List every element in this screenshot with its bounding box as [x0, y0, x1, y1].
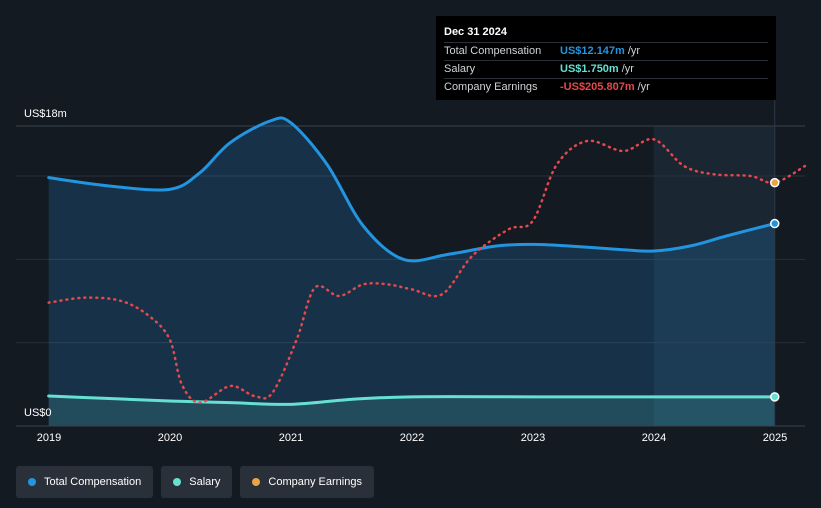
legend-item-salary[interactable]: Salary: [161, 466, 233, 498]
tooltip-label: Salary: [444, 63, 476, 75]
legend-dot-icon: [28, 478, 36, 486]
tooltip-unit: /yr: [627, 45, 641, 57]
legend-dot-icon: [252, 478, 261, 486]
x-tick-label: 2024: [641, 432, 667, 444]
legend-dot-icon: [173, 478, 182, 486]
tooltip-row-salary: Salary US$1.750m /yr: [444, 61, 768, 79]
tooltip-row-total-compensation: Total Compensation US$12.147m /yr: [444, 43, 768, 61]
tooltip-unit: /yr: [621, 63, 634, 75]
y-tick-label-top: US$18m: [24, 108, 67, 120]
series-line-total-compensation: [47, 116, 777, 263]
tooltip-value: US$1.750m: [560, 63, 619, 75]
legend-item-total-compensation[interactable]: Total Compensation: [16, 466, 154, 498]
x-tick-label: 2019: [36, 432, 62, 444]
hover-tooltip: Dec 31 2024 Total Compensation US$12.147…: [436, 16, 776, 100]
legend: Total Compensation Salary Company Earnin…: [16, 466, 374, 498]
marker-salary: [769, 392, 780, 402]
tooltip-date: Dec 31 2024: [444, 24, 768, 43]
marker-total-compensation: [769, 218, 780, 229]
series-line-salary: [47, 394, 777, 406]
legend-item-company-earnings[interactable]: Company Earnings: [240, 466, 374, 498]
tooltip-value: US$12.147m: [560, 45, 625, 57]
marker-company-earnings: [769, 177, 780, 188]
x-tick-label: 2022: [399, 432, 425, 444]
tooltip-label: Company Earnings: [444, 81, 538, 93]
tooltip-value: -US$205.807m: [560, 81, 635, 93]
tooltip-unit: /yr: [637, 81, 650, 93]
x-tick-label: 2021: [278, 432, 304, 444]
x-tick-label: 2023: [520, 432, 546, 444]
x-tick-label: 2025: [762, 432, 788, 444]
legend-label: Total Compensation: [44, 476, 142, 488]
tooltip-row-company-earnings: Company Earnings -US$205.807m /yr: [444, 79, 768, 96]
legend-label: Salary: [189, 476, 221, 488]
series-area-total-compensation: [48, 117, 775, 426]
tooltip-label: Total Compensation: [444, 45, 542, 57]
legend-label: Company Earnings: [268, 476, 362, 488]
y-tick-label-bottom: US$0: [24, 407, 52, 419]
x-tick-label: 2020: [157, 432, 183, 444]
